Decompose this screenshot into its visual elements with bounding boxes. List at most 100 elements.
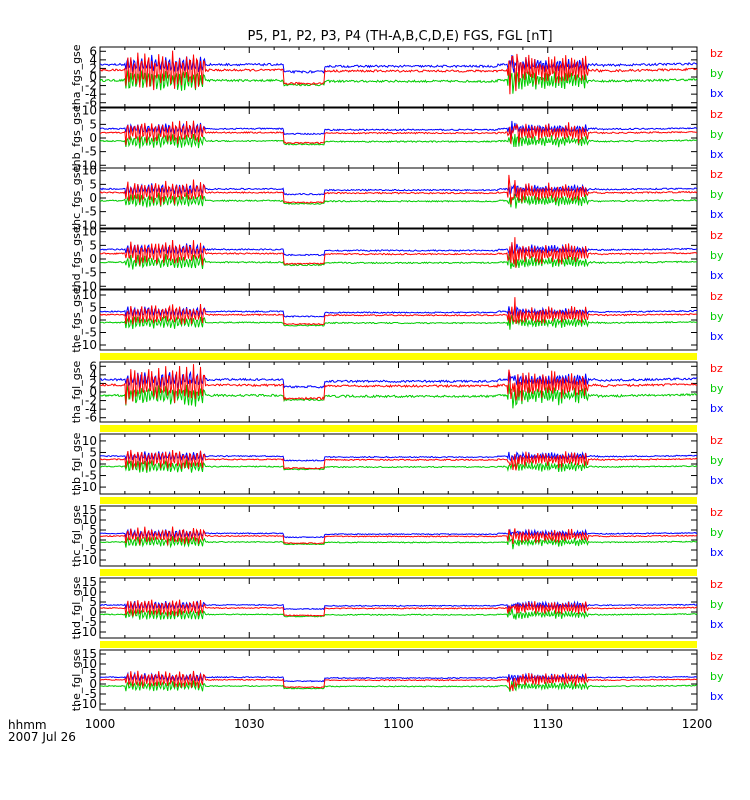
y-axis-label: thd_fgl_gse xyxy=(70,576,83,639)
y-tick-label: -10 xyxy=(77,338,97,352)
y-tick-label: 0 xyxy=(89,252,97,266)
y-tick-label: -10 xyxy=(77,625,97,639)
y-tick-label: 10 xyxy=(82,104,97,118)
separator-band xyxy=(100,425,697,432)
x-tick-label: 1100 xyxy=(383,717,414,731)
x-tick-label: 1200 xyxy=(682,717,713,731)
y-tick-label: 0 xyxy=(89,70,97,84)
y-tick-label: 5 xyxy=(89,523,97,537)
y-tick-label: -4 xyxy=(85,402,97,416)
y-axis-label: tha_fgs_gse xyxy=(70,44,83,109)
series-bx xyxy=(99,54,698,74)
y-tick-label: -10 xyxy=(77,279,97,293)
y-tick-label: 0 xyxy=(89,457,97,471)
series-bz xyxy=(99,297,698,326)
series-by xyxy=(100,383,698,409)
y-tick-label: -5 xyxy=(85,543,97,557)
x-axis-label-date: 2007 Jul 26 xyxy=(8,730,76,744)
series-by xyxy=(99,133,698,149)
y-tick-label: -5 xyxy=(85,469,97,483)
series-by xyxy=(99,533,698,550)
legend-bx: bx xyxy=(710,87,724,100)
y-tick-label: 10 xyxy=(82,434,97,448)
legend-bx: bx xyxy=(710,474,724,487)
y-tick-label: -10 xyxy=(77,218,97,232)
series-by xyxy=(99,192,698,209)
y-tick-label: 0 xyxy=(89,677,97,691)
y-tick-label: -5 xyxy=(85,266,97,280)
chart-title: P5, P1, P2, P3, P4 (TH-A,B,C,D,E) FGS, F… xyxy=(247,29,552,44)
y-tick-label: -5 xyxy=(85,205,97,219)
series-by xyxy=(99,459,698,473)
y-tick-label: -10 xyxy=(77,697,97,711)
y-tick-label: -2 xyxy=(85,394,97,408)
legend-bx: bx xyxy=(710,330,724,343)
legend-by: by xyxy=(710,67,724,80)
series-bz xyxy=(99,364,698,405)
y-tick-label: -6 xyxy=(85,96,97,110)
series-by xyxy=(99,680,698,692)
legend-bx: bx xyxy=(710,148,724,161)
legend-bx: bx xyxy=(710,546,724,559)
y-tick-label: 5 xyxy=(89,445,97,459)
y-tick-label: -10 xyxy=(77,553,97,567)
y-tick-label: 15 xyxy=(82,503,97,517)
legend-bz: bz xyxy=(710,47,723,60)
legend-bx: bx xyxy=(710,269,724,282)
series-bz xyxy=(99,120,697,146)
y-tick-label: 15 xyxy=(82,575,97,589)
y-tick-label: 6 xyxy=(89,359,97,373)
x-tick-label: 1130 xyxy=(532,717,563,731)
series-bz xyxy=(99,526,698,546)
separator-band xyxy=(100,641,697,648)
y-tick-label: -5 xyxy=(85,687,97,701)
y-tick-label: -5 xyxy=(85,615,97,629)
y-tick-label: 10 xyxy=(82,164,97,178)
y-tick-label: -5 xyxy=(85,145,97,159)
x-tick-label: 1000 xyxy=(85,717,116,731)
series-by xyxy=(99,253,697,270)
series-bz xyxy=(99,670,698,692)
y-tick-label: -10 xyxy=(77,158,97,172)
legend-bz: bz xyxy=(710,168,723,181)
y-axis-label: thc_fgs_gse xyxy=(70,166,83,231)
legend-bz: bz xyxy=(710,108,723,121)
y-axis-label: thd_fgs_gse xyxy=(70,226,83,292)
y-tick-label: 2 xyxy=(89,376,97,390)
y-tick-label: 0 xyxy=(89,533,97,547)
y-axis-label: thc_fgl_gse xyxy=(70,505,83,567)
series-bz xyxy=(99,174,698,206)
y-tick-label: 5 xyxy=(89,238,97,252)
y-tick-label: 0 xyxy=(89,605,97,619)
legend-by: by xyxy=(710,454,724,467)
y-tick-label: 5 xyxy=(89,301,97,315)
legend-by: by xyxy=(710,382,724,395)
y-tick-label: 4 xyxy=(89,368,97,382)
y-tick-label: -2 xyxy=(85,79,97,93)
y-tick-label: 5 xyxy=(89,117,97,131)
series-by xyxy=(99,66,698,94)
series-bz xyxy=(99,50,698,95)
y-axis-label: the_fgl_gse xyxy=(70,649,83,712)
y-tick-label: 10 xyxy=(82,585,97,599)
y-tick-label: 5 xyxy=(89,177,97,191)
legend-bx: bx xyxy=(710,690,724,703)
y-tick-label: 10 xyxy=(82,225,97,239)
legend-bz: bz xyxy=(710,290,723,303)
legend-bz: bz xyxy=(710,506,723,519)
y-tick-label: 0 xyxy=(89,313,97,327)
y-axis-label: tha_fgl_gse xyxy=(70,361,83,424)
series-bz xyxy=(99,237,698,268)
separator-band xyxy=(100,497,697,504)
legend-bx: bx xyxy=(710,402,724,415)
legend-bz: bz xyxy=(710,434,723,447)
y-axis-label: thb_fgl_gse xyxy=(70,432,83,495)
